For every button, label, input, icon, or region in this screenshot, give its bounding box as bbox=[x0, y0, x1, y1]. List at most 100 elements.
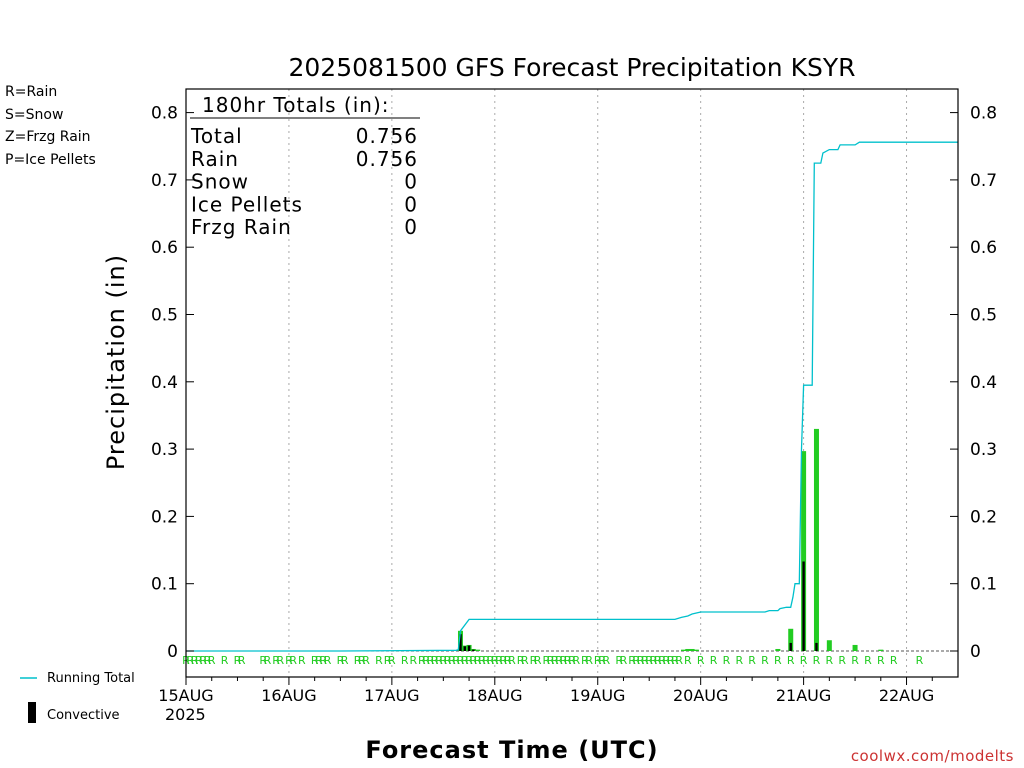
ptype-mark: R bbox=[264, 654, 272, 667]
ptype-mark: R bbox=[585, 654, 593, 667]
ptype-mark: R bbox=[195, 654, 203, 667]
y-tick-label: 0.6 bbox=[151, 238, 178, 258]
ptype-mark: R bbox=[890, 654, 898, 667]
y-tick-label-right: 0.5 bbox=[970, 306, 997, 326]
ptype-mark: R bbox=[675, 654, 683, 667]
ptype-mark: R bbox=[551, 654, 559, 667]
ptype-mark: R bbox=[564, 654, 572, 667]
bar-series bbox=[457, 428, 884, 651]
convective-bar bbox=[459, 634, 462, 651]
convective-bar bbox=[472, 649, 475, 651]
ptype-mark: R bbox=[813, 654, 821, 667]
ptype-mark: R bbox=[508, 654, 516, 667]
ptype-mark: R bbox=[272, 654, 280, 667]
ptype-mark: R bbox=[521, 654, 529, 667]
convective-swatch bbox=[28, 702, 36, 723]
ptype-mark: R bbox=[238, 654, 246, 667]
ptype-mark: R bbox=[452, 654, 460, 667]
ptype-mark: R bbox=[864, 654, 872, 667]
ptype-mark: R bbox=[684, 654, 692, 667]
x-tick-label: 20AUG bbox=[673, 686, 728, 705]
legend-snow: S=Snow bbox=[5, 107, 63, 123]
ptype-mark: R bbox=[615, 654, 623, 667]
ptype-mark: R bbox=[602, 654, 610, 667]
y-tick-label: 0.7 bbox=[151, 171, 178, 191]
y-tick-label-right: 0.6 bbox=[970, 238, 997, 258]
y-tick-label: 0.4 bbox=[151, 373, 178, 393]
plot-frame bbox=[185, 88, 959, 678]
ptype-mark: R bbox=[916, 654, 924, 667]
ptype-mark: R bbox=[633, 654, 641, 667]
ptype-mark: R bbox=[517, 654, 525, 667]
ptype-mark: R bbox=[354, 654, 362, 667]
y-tick-labels: 0 00.1 0.10.2 0.20.3 0.30.4 0.40.5 0.50.6 0.60.… bbox=[151, 104, 997, 662]
y-tick-label-right: 0 bbox=[970, 642, 981, 662]
x-tick-label: 22AUG bbox=[879, 686, 934, 705]
ptype-mark: R bbox=[461, 654, 469, 667]
totals-row-label: Rain bbox=[191, 147, 239, 171]
ptype-mark: R bbox=[457, 654, 465, 667]
ptype-mark: R bbox=[289, 654, 297, 667]
ptype-mark: R bbox=[697, 654, 705, 667]
x-tick-label: 21AUG bbox=[776, 686, 831, 705]
ptype-mark: R bbox=[641, 654, 649, 667]
y-tick-label: 0 bbox=[167, 642, 178, 662]
legend-frzg-rain: Z=Frzg Rain bbox=[5, 129, 91, 145]
ptype-mark: R bbox=[594, 654, 602, 667]
ptype-mark: R bbox=[422, 654, 430, 667]
ptype-mark: R bbox=[710, 654, 718, 667]
ptype-mark: R bbox=[482, 654, 490, 667]
ptype-mark: R bbox=[667, 654, 675, 667]
ptype-mark: R bbox=[427, 654, 435, 667]
legend-rain: R=Rain bbox=[5, 84, 57, 100]
ptype-mark: R bbox=[409, 654, 417, 667]
precip-bar bbox=[813, 428, 819, 651]
totals-row-value: 0.756 bbox=[356, 147, 418, 171]
ptype-mark: R bbox=[384, 654, 392, 667]
y-tick-label-right: 0.1 bbox=[970, 575, 997, 595]
convective-bar bbox=[467, 645, 471, 651]
ptype-mark: R bbox=[723, 654, 731, 667]
ptype-mark: R bbox=[598, 654, 606, 667]
ptype-mark: R bbox=[375, 654, 383, 667]
ptype-mark: R bbox=[285, 654, 293, 667]
y-tick-label: 0.5 bbox=[151, 306, 178, 326]
ptype-mark: R bbox=[491, 654, 499, 667]
ptype-mark: R bbox=[663, 654, 671, 667]
totals-row-label: Snow bbox=[191, 170, 249, 194]
ptype-mark: R bbox=[465, 654, 473, 667]
precip-bar bbox=[475, 649, 481, 651]
ptype-mark: R bbox=[444, 654, 452, 667]
ptype-mark: R bbox=[560, 654, 568, 667]
totals-header: 180hr Totals (in): bbox=[202, 93, 390, 117]
ptype-mark: R bbox=[487, 654, 495, 667]
precip-bar bbox=[685, 648, 691, 651]
convective-legend-label: Convective bbox=[47, 708, 120, 723]
totals-row-label: Frzg Rain bbox=[191, 215, 292, 239]
ptype-mark: R bbox=[234, 654, 242, 667]
x-tick-label: 17AUG bbox=[364, 686, 419, 705]
ptype-mark: R bbox=[341, 654, 349, 667]
running-total-line bbox=[186, 141, 958, 652]
year-label: 2025 bbox=[165, 705, 206, 724]
ptype-mark: R bbox=[838, 654, 846, 667]
ptype-mark: R bbox=[555, 654, 563, 667]
precip-bar bbox=[689, 648, 695, 651]
ptype-mark: R bbox=[474, 654, 482, 667]
ptype-mark: R bbox=[204, 654, 212, 667]
ptype-mark: R bbox=[761, 654, 769, 667]
ptype-mark: R bbox=[572, 654, 580, 667]
x-tick-label: 15AUG bbox=[158, 686, 213, 705]
running-total-legend-label: Running Total bbox=[47, 671, 135, 686]
y-tick-label-right: 0.3 bbox=[970, 440, 997, 460]
ptype-mark: R bbox=[277, 654, 285, 667]
running-total-series bbox=[186, 141, 958, 652]
ptype-mark: R bbox=[298, 654, 306, 667]
precip-bar bbox=[826, 640, 832, 651]
convective-bar bbox=[802, 561, 805, 651]
ptype-mark: R bbox=[470, 654, 478, 667]
y-tick-label-right: 0.4 bbox=[970, 373, 997, 393]
totals-row-value: 0 bbox=[404, 215, 418, 239]
x-tick-label: 18AUG bbox=[467, 686, 522, 705]
ptype-mark: R bbox=[645, 654, 653, 667]
